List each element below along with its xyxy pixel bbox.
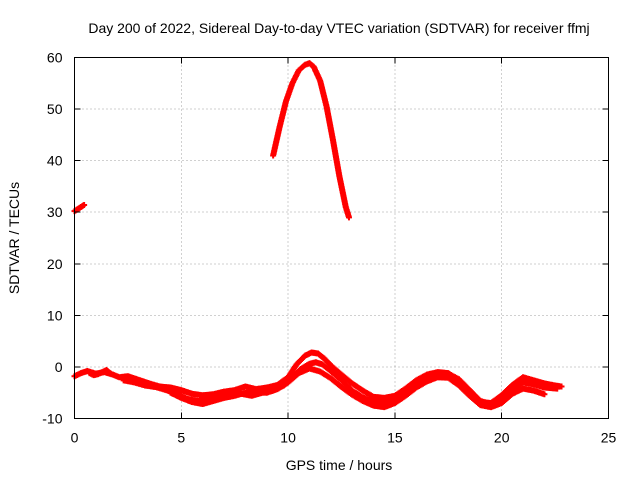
series-4 xyxy=(167,365,548,411)
x-tick-labels: 0 5 10 15 20 25 xyxy=(71,430,617,446)
data-point xyxy=(107,370,114,377)
y-tick-labels: -10 0 10 20 30 40 50 60 xyxy=(42,50,62,427)
x-tick-label: 20 xyxy=(494,430,510,446)
y-tick-label: 20 xyxy=(47,256,63,272)
y-tick-label: 30 xyxy=(47,204,63,220)
x-tick-label: 15 xyxy=(387,430,403,446)
data-point xyxy=(81,201,88,208)
y-tick-label: 60 xyxy=(47,50,63,66)
y-tick-label: 50 xyxy=(47,101,63,117)
series-5 xyxy=(86,367,114,379)
x-axis-title: GPS time / hours xyxy=(286,457,393,473)
data-point xyxy=(554,385,561,392)
plot-frame xyxy=(74,57,609,419)
y-tick-label: 40 xyxy=(47,153,63,169)
y-tick-label: 0 xyxy=(55,359,63,375)
series-1 xyxy=(71,60,352,221)
data-series xyxy=(71,60,565,411)
ticks xyxy=(74,57,609,419)
data-point xyxy=(345,214,352,221)
data-point xyxy=(558,383,565,390)
y-axis-title: SDTVAR / TECUs xyxy=(6,182,22,294)
x-tick-label: 5 xyxy=(177,430,185,446)
y-tick-label: -10 xyxy=(42,411,62,427)
data-point xyxy=(541,391,548,398)
x-tick-label: 25 xyxy=(601,430,617,446)
grid xyxy=(74,57,609,419)
chart-title: Day 200 of 2022, Sidereal Day-to-day VTE… xyxy=(88,20,589,36)
y-tick-label: 10 xyxy=(47,307,63,323)
x-tick-label: 10 xyxy=(280,430,296,446)
x-tick-label: 0 xyxy=(71,430,79,446)
